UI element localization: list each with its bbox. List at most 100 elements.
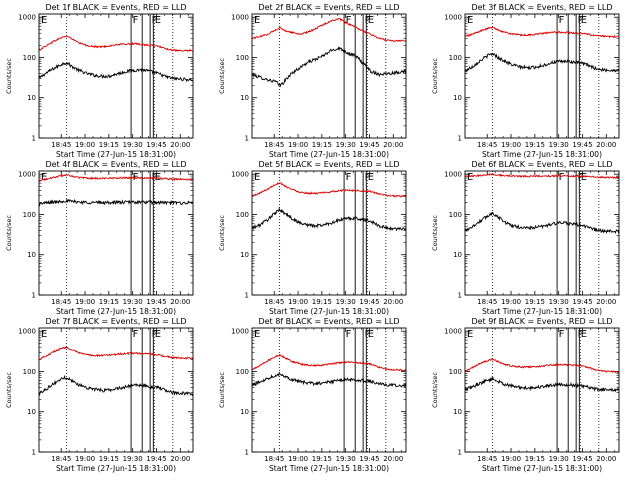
y-tick-label: 1000 [18,14,36,22]
x-tick-label: 20:00 [170,141,190,149]
x-tick-label: 20:00 [596,298,616,306]
plot-frame [38,13,194,139]
x-tick-label: 19:15 [99,455,119,463]
series-lld-line [464,26,620,39]
panel-det-9: Det 9f BLACK = Events, RED = LLD Counts/s… [431,317,620,473]
y-tick-label: 1 [245,135,249,143]
x-axis-label: Start Time (27-Jun-15 18:31:00) [56,307,176,316]
x-tick-label: 19:45 [359,455,379,463]
plot-frame [464,13,620,139]
y-axis-label: Counts/sec [5,215,13,251]
y-tick-label: 1000 [231,14,249,22]
attenuator-state-label: E [41,329,47,340]
x-tick-label: 19:15 [525,455,545,463]
x-tick-label: 19:45 [146,298,166,306]
panel-title: Det 3f BLACK = Events, RED = LLD [471,3,612,12]
panel-det-8: Det 8f BLACK = Events, RED = LLD Counts/s… [218,317,407,473]
y-tick-label: 1000 [444,328,462,336]
x-tick-label: 20:00 [170,455,190,463]
attenuator-state-label: F [559,15,565,26]
x-tick-label: 20:00 [596,455,616,463]
y-tick-label: 100 [449,211,462,219]
attenuator-state-label: F [578,15,584,26]
series-lld-line [464,358,620,374]
series-events-line [251,371,407,389]
panel-det-6: Det 6f BLACK = Events, RED = LLD Counts/s… [431,160,620,316]
x-tick-label: 19:00 [288,455,308,463]
y-axis-label: Counts/sec [218,215,226,251]
series-events-line [38,198,194,207]
plot-frame [251,327,407,453]
x-tick-label: 19:30 [123,141,143,149]
x-tick-label: 19:30 [336,455,356,463]
panel-det-5: Det 5f BLACK = Events, RED = LLD Counts/s… [218,160,407,316]
y-tick-label: 1 [32,292,36,300]
x-tick-label: 19:15 [525,141,545,149]
y-tick-label: 1 [458,292,462,300]
y-tick-label: 1000 [231,328,249,336]
panel-det-7: Det 7f BLACK = Events, RED = LLD Counts/s… [5,317,194,473]
attenuator-state-label: E [581,15,587,26]
x-tick-label: 19:45 [146,455,166,463]
x-axis-label: Start Time (27-Jun-15 18:31:00) [269,150,389,159]
y-tick-label: 10 [240,408,249,416]
y-tick-label: 10 [27,408,36,416]
panel-title: Det 6f BLACK = Events, RED = LLD [471,160,612,169]
attenuator-state-label: E [368,15,374,26]
panel-det-2: Det 2f BLACK = Events, RED = LLD Counts/s… [218,3,407,159]
x-tick-label: 19:30 [549,141,569,149]
plot-frame [464,170,620,296]
panel-title: Det 1f BLACK = Events, RED = LLD [45,3,186,12]
x-axis-label: Start Time (27-Jun-15 18:31:00) [269,307,389,316]
y-tick-label: 1 [32,135,36,143]
y-tick-label: 10 [453,94,462,102]
attenuator-state-label: F [559,329,565,340]
x-tick-label: 19:00 [75,455,95,463]
attenuator-state-label: F [152,329,158,340]
x-axis-label: Start Time (27-Jun-15 18:31:00) [56,150,176,159]
x-tick-label: 20:00 [383,141,403,149]
x-tick-label: 19:45 [146,141,166,149]
y-tick-label: 1000 [18,328,36,336]
x-tick-label: 19:00 [288,141,308,149]
y-tick-label: 100 [236,54,249,62]
x-tick-label: 18:45 [264,298,284,306]
attenuator-state-label: F [365,172,371,183]
x-tick-label: 18:45 [477,455,497,463]
x-axis-label: Start Time (27-Jun-15 18:31:00) [482,464,602,473]
x-axis-label: Start Time (27-Jun-15 18:31:00) [482,150,602,159]
series-lld-line [38,346,194,361]
plot-frame [38,327,194,453]
plot-frame [464,327,620,453]
panel-det-1: Det 1f BLACK = Events, RED = LLD Counts/s… [5,3,194,159]
attenuator-state-label: E [467,329,473,340]
series-events-line [464,211,620,235]
x-tick-label: 19:15 [525,298,545,306]
x-axis-label: Start Time (27-Jun-15 18:31:00) [482,307,602,316]
attenuator-state-label: E [155,172,161,183]
series-lld-line [251,17,407,42]
x-tick-label: 19:15 [312,141,332,149]
series-lld-line [38,173,194,182]
attenuator-state-label: F [365,15,371,26]
panel-title: Det 7f BLACK = Events, RED = LLD [45,317,186,326]
plot-frame [38,170,194,296]
x-tick-label: 19:30 [336,141,356,149]
panel-title: Det 5f BLACK = Events, RED = LLD [258,160,399,169]
x-tick-label: 18:45 [51,298,71,306]
series-events-line [251,206,407,232]
attenuator-state-label: F [152,15,158,26]
y-tick-label: 1000 [444,14,462,22]
x-tick-label: 19:00 [75,141,95,149]
x-tick-label: 19:00 [75,298,95,306]
y-tick-label: 1 [458,449,462,457]
y-axis-label: Counts/sec [431,58,439,94]
attenuator-state-label: E [581,329,587,340]
x-tick-label: 18:45 [264,455,284,463]
y-tick-label: 100 [23,368,36,376]
x-tick-label: 19:45 [572,141,592,149]
attenuator-state-label: E [41,15,47,26]
attenuator-state-label: E [155,15,161,26]
attenuator-state-label: E [467,172,473,183]
